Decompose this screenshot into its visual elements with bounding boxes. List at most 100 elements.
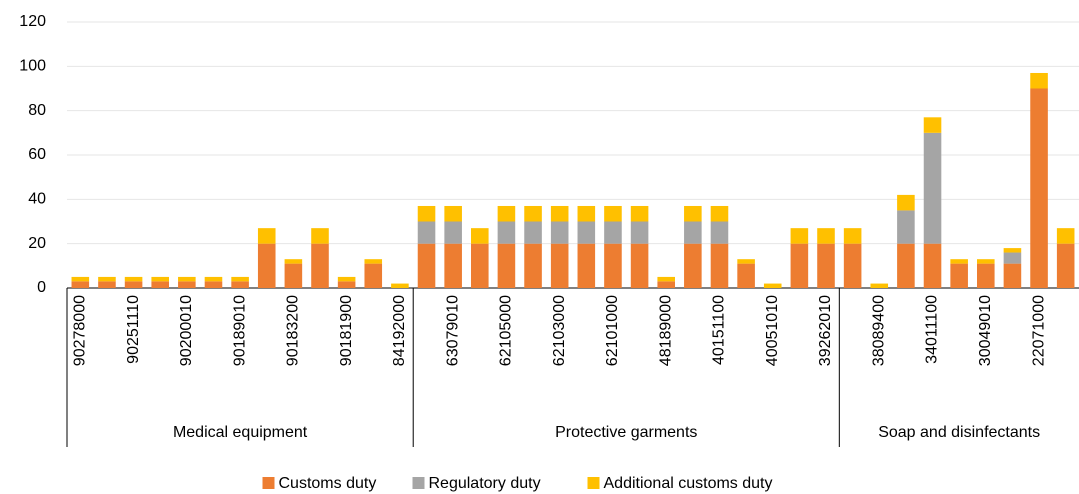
y-tick-label: 0 bbox=[37, 279, 46, 296]
x-tick-label: 40051010 bbox=[764, 295, 781, 366]
x-tick-label: 90183200 bbox=[285, 295, 302, 366]
x-tick-label: 48189000 bbox=[657, 295, 674, 366]
bar-segment bbox=[284, 263, 303, 288]
legend-label: Regulatory duty bbox=[429, 475, 541, 492]
bar-segment bbox=[684, 205, 702, 222]
bar-segment bbox=[550, 243, 569, 288]
x-tick-label: 90181900 bbox=[338, 295, 355, 366]
bar-segment bbox=[604, 205, 622, 222]
bar-segment bbox=[550, 221, 569, 244]
bar-segment bbox=[763, 283, 782, 288]
y-tick-label: 40 bbox=[28, 191, 46, 208]
bar-segment bbox=[497, 205, 516, 222]
x-tick-label: 90278000 bbox=[72, 295, 89, 366]
bar-segment bbox=[471, 243, 489, 288]
bar-segment bbox=[1003, 248, 1022, 253]
bar-segment bbox=[257, 228, 276, 244]
bar-segment bbox=[1056, 228, 1075, 244]
bar-segment bbox=[124, 276, 143, 282]
bar-segment bbox=[577, 243, 596, 288]
bar-segment bbox=[977, 263, 995, 288]
bar-segment bbox=[497, 243, 516, 288]
bar-segment bbox=[231, 281, 249, 288]
bar-segment bbox=[737, 259, 755, 264]
y-tick-label: 80 bbox=[28, 102, 46, 119]
bar-segment bbox=[630, 243, 649, 288]
bar-segment bbox=[151, 276, 169, 282]
bar-segment bbox=[524, 221, 542, 244]
bar-segment bbox=[178, 281, 196, 288]
legend-label: Customs duty bbox=[279, 475, 377, 492]
x-tick-label: 22071000 bbox=[1030, 295, 1047, 366]
bar-segment bbox=[497, 221, 516, 244]
bar-segment bbox=[444, 243, 462, 288]
y-tick-label: 20 bbox=[28, 235, 46, 252]
bar-segment bbox=[923, 117, 942, 133]
bar-segment bbox=[630, 221, 649, 244]
bar-segment bbox=[950, 263, 968, 288]
x-tick-label: 38089400 bbox=[870, 295, 887, 366]
y-tick-label: 60 bbox=[28, 146, 46, 163]
bar-segment bbox=[1056, 243, 1075, 288]
bar-segment bbox=[897, 210, 915, 244]
bar-segment bbox=[604, 221, 622, 244]
bar-segment bbox=[71, 281, 90, 288]
bar-segment bbox=[364, 263, 383, 288]
group-label: Protective garments bbox=[555, 424, 697, 441]
group-label: Soap and disinfectants bbox=[878, 424, 1040, 441]
bar-segment bbox=[524, 243, 542, 288]
bar-segment bbox=[391, 283, 409, 288]
bar-segment bbox=[710, 205, 729, 222]
x-tick-label: 90189010 bbox=[231, 295, 248, 366]
x-tick-label: 30049010 bbox=[977, 295, 994, 366]
bar-segment bbox=[204, 276, 223, 282]
bar-segment bbox=[710, 243, 729, 288]
y-tick-label: 100 bbox=[19, 58, 46, 75]
x-tick-label: 39262010 bbox=[817, 295, 834, 366]
bar-segment bbox=[684, 221, 702, 244]
bar-segment bbox=[337, 276, 356, 282]
bar-segment bbox=[843, 228, 862, 244]
bar-segment bbox=[231, 276, 249, 282]
x-tick-label: 62103000 bbox=[551, 295, 568, 366]
bar-segment bbox=[657, 281, 675, 288]
bar-segment bbox=[1003, 263, 1022, 288]
bar-segment bbox=[577, 205, 596, 222]
bar-segment bbox=[577, 221, 596, 244]
bar-segment bbox=[98, 281, 116, 288]
bar-segment bbox=[337, 281, 356, 288]
x-tick-label: 84192000 bbox=[391, 295, 408, 366]
bar-segment bbox=[550, 205, 569, 222]
bar-segment bbox=[417, 221, 436, 244]
bar-segment bbox=[657, 276, 675, 282]
bar-segment bbox=[311, 243, 329, 288]
bar-segment bbox=[897, 194, 915, 211]
x-tick-label: 90200010 bbox=[178, 295, 195, 366]
bar-segment bbox=[417, 205, 436, 222]
bar-segment bbox=[444, 205, 462, 222]
bar-segment bbox=[923, 243, 942, 288]
x-tick-label: 62105000 bbox=[498, 295, 515, 366]
x-tick-label: 62101000 bbox=[604, 295, 621, 366]
y-tick-label: 120 bbox=[19, 13, 46, 30]
bar-segment bbox=[630, 205, 649, 222]
bar-segment bbox=[1003, 252, 1022, 264]
bar-segment bbox=[817, 243, 835, 288]
bar-segment bbox=[71, 276, 90, 282]
bar-segment bbox=[897, 243, 915, 288]
bar-segment bbox=[737, 263, 755, 288]
bar-segment bbox=[444, 221, 462, 244]
bar-segment bbox=[124, 281, 143, 288]
bar-segment bbox=[524, 205, 542, 222]
bar-segment bbox=[790, 228, 809, 244]
bar-segment bbox=[417, 243, 436, 288]
group-label: Medical equipment bbox=[173, 424, 308, 441]
bar-segment bbox=[98, 276, 116, 282]
bar-segment bbox=[710, 221, 729, 244]
legend-label: Additional customs duty bbox=[604, 475, 773, 492]
bar-segment bbox=[364, 259, 383, 264]
bar-segment bbox=[1030, 88, 1048, 288]
bar-segment bbox=[604, 243, 622, 288]
bar-segment bbox=[843, 243, 862, 288]
